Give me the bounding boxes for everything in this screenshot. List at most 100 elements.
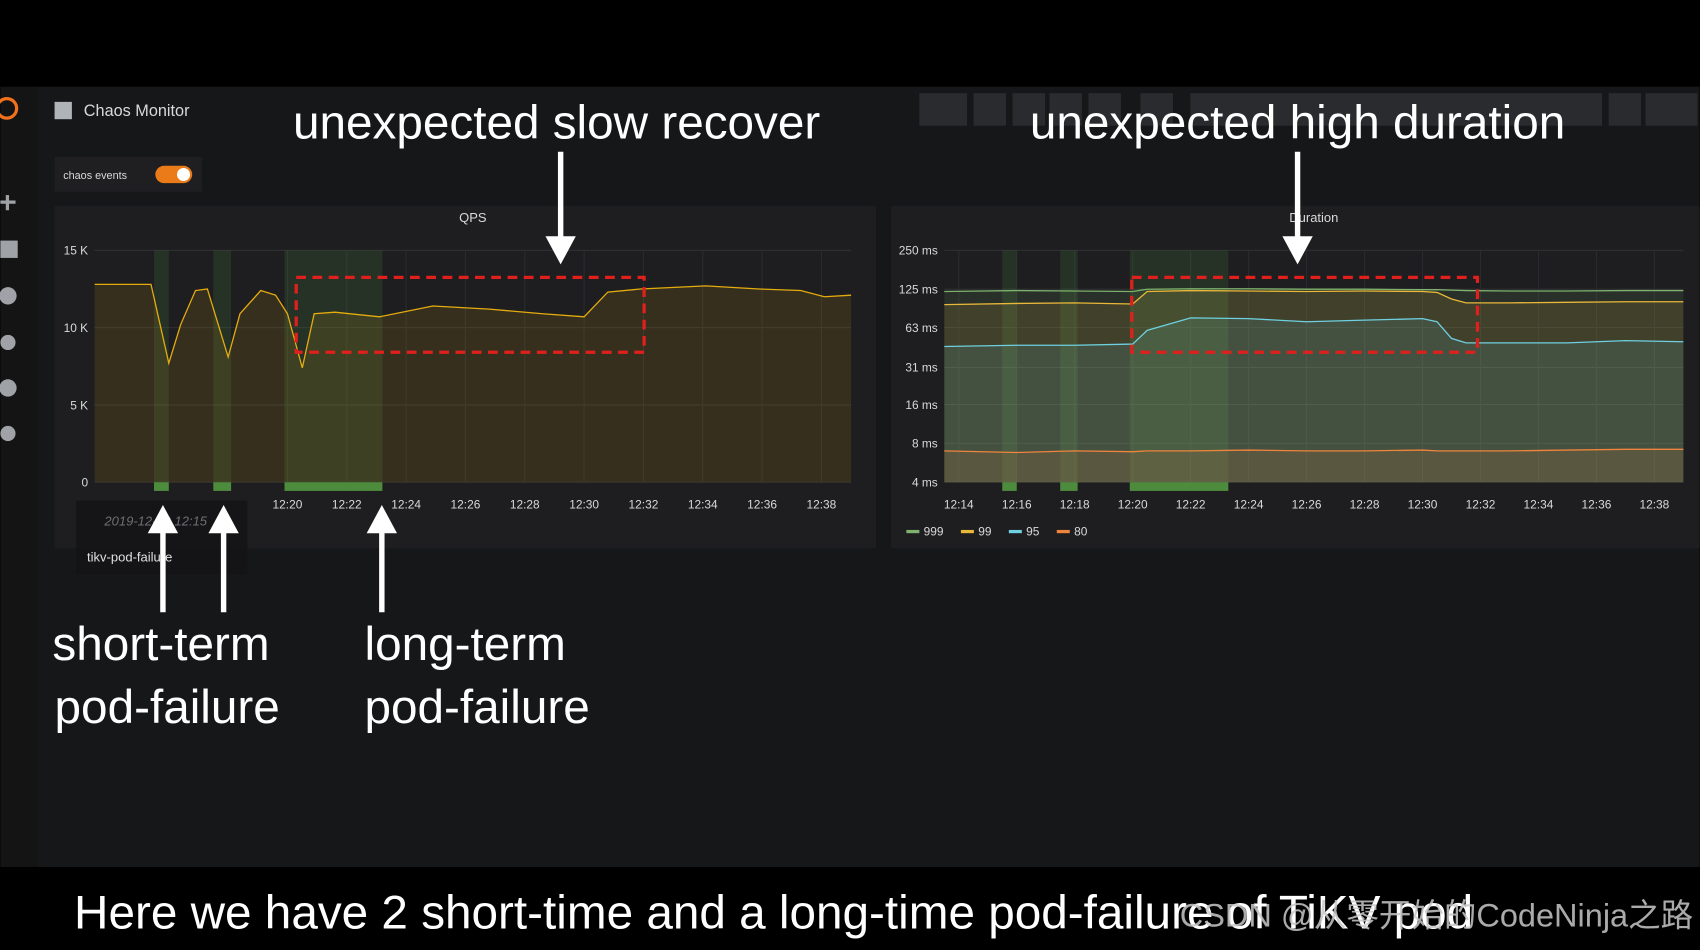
legend-label: 95 xyxy=(1026,524,1040,538)
x-tick-label: 12:20 xyxy=(273,497,303,511)
icon-config[interactable] xyxy=(0,379,17,397)
event-marker xyxy=(1002,482,1017,491)
area xyxy=(944,290,1684,483)
logo[interactable] xyxy=(0,96,19,120)
line xyxy=(944,289,1684,306)
x-tick-label: 12:32 xyxy=(1466,497,1496,511)
toolbar-button[interactable] xyxy=(1049,93,1082,126)
sidebar xyxy=(0,86,38,867)
icon-explore[interactable] xyxy=(0,287,17,305)
toggle-knob xyxy=(177,167,191,181)
area xyxy=(944,449,1684,483)
toolbar-button[interactable] xyxy=(1645,93,1698,126)
toolbar xyxy=(919,93,1698,126)
x-tick-label: 12:14 xyxy=(944,497,974,511)
toolbar-button[interactable] xyxy=(919,93,968,126)
y-tick-label: 10 K xyxy=(64,321,89,335)
x-tick-label: 12:28 xyxy=(510,497,540,511)
y-tick-label: 31 ms xyxy=(905,361,937,375)
toolbar-button[interactable] xyxy=(973,93,1007,126)
x-tick-label: 12:36 xyxy=(747,497,777,511)
event-marker xyxy=(153,482,169,491)
time-picker[interactable] xyxy=(1190,93,1603,126)
x-tick-label: 12:16 xyxy=(1002,497,1032,511)
event-region xyxy=(1060,250,1078,483)
toolbar-button[interactable] xyxy=(1012,93,1046,126)
y-tick-label: 15 K xyxy=(64,244,89,258)
panel xyxy=(891,205,1700,549)
legend-label: 80 xyxy=(1074,524,1088,538)
y-tick-label: 125 ms xyxy=(899,283,938,297)
highlight-box xyxy=(1130,275,1480,354)
x-tick-label: 12:22 xyxy=(1176,497,1206,511)
x-tick-label: 12:26 xyxy=(1292,497,1322,511)
event-region xyxy=(1002,250,1017,483)
legend-swatch xyxy=(960,529,974,534)
tooltip-event: tikv-pod-failure xyxy=(87,549,172,564)
dashboard-title[interactable]: Chaos Monitor xyxy=(84,102,190,120)
panel-title: QPS xyxy=(459,210,487,225)
x-tick-label: 12:20 xyxy=(1118,497,1148,511)
icon-alerts[interactable] xyxy=(0,334,16,351)
line xyxy=(944,288,1684,293)
arrow-head xyxy=(1282,236,1313,265)
line xyxy=(944,448,1684,454)
legend-swatch xyxy=(1056,529,1070,534)
watermark: CSDN @从零开始的CodeNinja之路 xyxy=(1180,898,1693,934)
event-marker xyxy=(284,482,383,491)
event-region xyxy=(284,250,383,483)
annotation: unexpected high duration xyxy=(1030,97,1565,150)
y-tick-label: 250 ms xyxy=(899,244,938,258)
annotation: unexpected slow recover xyxy=(293,97,820,150)
charts: QPS 0 5 K 10 K 15 K 12:20 12:22 12:24 12:26 12:28… xyxy=(64,210,1684,538)
x-tick-label: 12:26 xyxy=(451,497,481,511)
event-region xyxy=(213,250,232,483)
y-tick-label: 8 ms xyxy=(912,437,938,451)
legend-swatch xyxy=(906,529,920,534)
x-tick-label: 12:30 xyxy=(569,497,599,511)
toolbar-button[interactable] xyxy=(1140,93,1173,126)
event-marker xyxy=(213,482,232,491)
annotation: pod-failure xyxy=(364,681,589,734)
x-tick-label: 12:34 xyxy=(1524,497,1554,511)
annotation: pod-failure xyxy=(55,681,280,734)
arrow-head xyxy=(366,505,398,534)
toolbar-button[interactable] xyxy=(1608,93,1642,126)
icon-admin[interactable] xyxy=(0,425,16,442)
y-tick-label: 5 K xyxy=(70,398,88,412)
line xyxy=(944,317,1684,348)
x-tick-label: 12:28 xyxy=(1350,497,1380,511)
annotation: short-term xyxy=(52,618,269,671)
sidebar-icons xyxy=(0,195,18,442)
y-tick-label: 16 ms xyxy=(905,398,937,412)
area xyxy=(94,284,852,483)
arrow-head xyxy=(208,505,239,534)
x-tick-label: 12:32 xyxy=(629,497,659,511)
y-tick-label: 0 xyxy=(82,476,89,490)
panel-title: Duration xyxy=(1289,210,1338,225)
x-tick-label: 12:24 xyxy=(391,497,421,511)
y-tick-label: 63 ms xyxy=(905,321,937,335)
subtitle: Here we have 2 short-time and a long-tim… xyxy=(74,887,1473,940)
x-tick-label: 12:24 xyxy=(1234,497,1264,511)
dashboard-icon xyxy=(54,101,72,120)
toolbar-button[interactable] xyxy=(1088,93,1121,126)
y-tick-label: 4 ms xyxy=(912,476,938,490)
legend-swatch xyxy=(1008,529,1022,534)
x-tick-label: 12:34 xyxy=(688,497,718,511)
toggle-label: chaos events xyxy=(63,170,127,182)
event-region xyxy=(153,250,169,483)
x-tick-label: 12:36 xyxy=(1582,497,1612,511)
arrow-head xyxy=(147,505,179,534)
icon-plus[interactable] xyxy=(5,195,10,211)
x-tick-label: 12:38 xyxy=(1639,497,1669,511)
legend-label: 99 xyxy=(978,524,992,538)
icon-dashboards[interactable] xyxy=(0,240,18,258)
legend-label: 999 xyxy=(924,524,944,538)
x-tick-label: 12:38 xyxy=(807,497,837,511)
arrows xyxy=(147,151,1313,613)
area xyxy=(944,288,1684,483)
x-tick-label: 12:18 xyxy=(1060,497,1090,511)
